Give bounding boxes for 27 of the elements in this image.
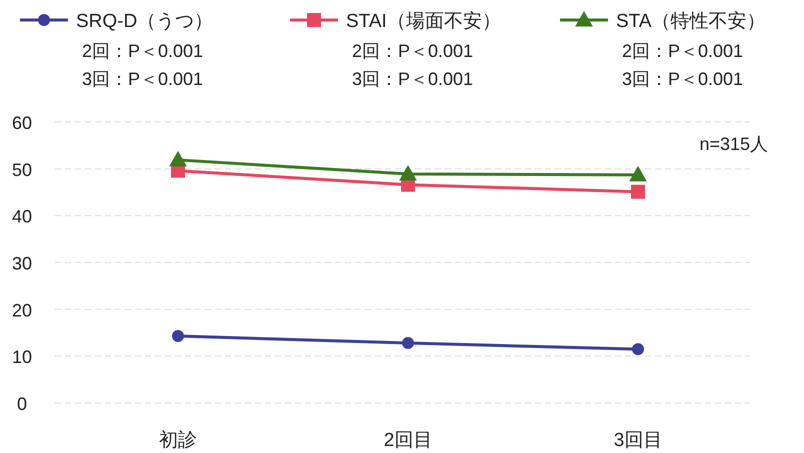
point [631, 184, 645, 199]
y-tick-label: 0 [16, 394, 28, 414]
y-tick-label: 50 [12, 160, 32, 180]
text: 3回：P＜0.001 [82, 69, 204, 89]
y-tick-label: 20 [12, 300, 32, 320]
text: 2回：P＜0.001 [82, 41, 204, 61]
y-tick-label: 60 [12, 113, 32, 133]
point [632, 343, 644, 356]
x-tick-label: 初診 [159, 429, 197, 451]
x-tick-label: 3回目 [614, 430, 662, 451]
text: 2回：P＜0.001 [622, 41, 744, 61]
legend-label: STA（特性不安） [616, 10, 766, 32]
text: 3回：P＜0.001 [622, 69, 744, 89]
point [172, 330, 184, 342]
x-tick-label: 2回目 [384, 430, 432, 451]
legend-label: STAI（場面不安） [346, 10, 501, 32]
text: 3回：P＜0.001 [352, 69, 474, 89]
point [400, 165, 416, 180]
point [402, 337, 414, 350]
annotation: n=315人 [699, 134, 768, 154]
y-tick-label: 40 [12, 206, 32, 227]
y-tick-label: 30 [12, 254, 32, 274]
point [630, 166, 646, 182]
point [170, 151, 186, 166]
text: 2回：P＜0.001 [352, 41, 474, 61]
y-tick-label: 10 [12, 347, 32, 368]
legend-label: SRQ-D（うつ） [76, 11, 214, 32]
